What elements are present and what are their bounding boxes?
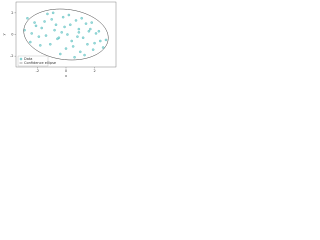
x-tick-label: 2 bbox=[93, 69, 95, 73]
point bbox=[59, 52, 62, 56]
point bbox=[43, 20, 46, 23]
page: {"chart_data": {"type": "scatter", "x_la… bbox=[0, 0, 118, 79]
point bbox=[49, 43, 52, 46]
point bbox=[63, 25, 66, 29]
point bbox=[87, 29, 91, 33]
point bbox=[79, 50, 82, 54]
point bbox=[51, 11, 55, 15]
point bbox=[83, 53, 86, 57]
point bbox=[99, 39, 102, 43]
point bbox=[39, 44, 42, 47]
point bbox=[30, 32, 33, 35]
point bbox=[104, 38, 108, 42]
point bbox=[57, 36, 61, 40]
point bbox=[71, 45, 75, 48]
confidence-ellipse bbox=[23, 8, 109, 61]
point bbox=[81, 36, 85, 40]
legend-box bbox=[17, 55, 49, 67]
point bbox=[66, 33, 69, 36]
point bbox=[61, 15, 65, 19]
y-tick-label: -2 bbox=[10, 54, 14, 58]
point bbox=[37, 35, 41, 38]
point bbox=[97, 29, 101, 33]
point bbox=[86, 43, 89, 46]
point bbox=[40, 26, 43, 30]
point bbox=[29, 40, 32, 44]
y-tick-label: 2 bbox=[11, 11, 13, 15]
point bbox=[50, 18, 53, 21]
point bbox=[74, 19, 78, 22]
point bbox=[67, 13, 71, 17]
x-tick-label: -2 bbox=[36, 69, 40, 73]
point bbox=[70, 39, 73, 43]
point bbox=[101, 46, 105, 49]
point bbox=[26, 16, 29, 20]
point bbox=[77, 27, 81, 31]
point bbox=[94, 32, 98, 35]
legend-label: Data bbox=[24, 57, 32, 61]
point bbox=[77, 31, 81, 34]
y-tick-label: 0 bbox=[11, 33, 13, 37]
point bbox=[90, 21, 93, 24]
point bbox=[69, 23, 72, 26]
legend-marker bbox=[19, 57, 23, 61]
point bbox=[93, 41, 96, 45]
point bbox=[80, 16, 83, 20]
x-tick-label: 0 bbox=[65, 69, 67, 73]
point bbox=[60, 31, 63, 34]
point bbox=[84, 22, 88, 25]
point bbox=[34, 24, 38, 28]
y-axis-label: y bbox=[2, 33, 6, 35]
point bbox=[33, 21, 36, 24]
legend-label: Confidence ellipse bbox=[24, 61, 56, 65]
point bbox=[76, 35, 79, 38]
point bbox=[44, 34, 48, 37]
point bbox=[91, 48, 95, 51]
point bbox=[46, 12, 49, 16]
point bbox=[89, 27, 92, 31]
point bbox=[73, 56, 76, 59]
point bbox=[54, 23, 58, 26]
x-axis-label: x bbox=[65, 74, 67, 78]
point bbox=[53, 28, 56, 32]
point bbox=[64, 47, 68, 50]
